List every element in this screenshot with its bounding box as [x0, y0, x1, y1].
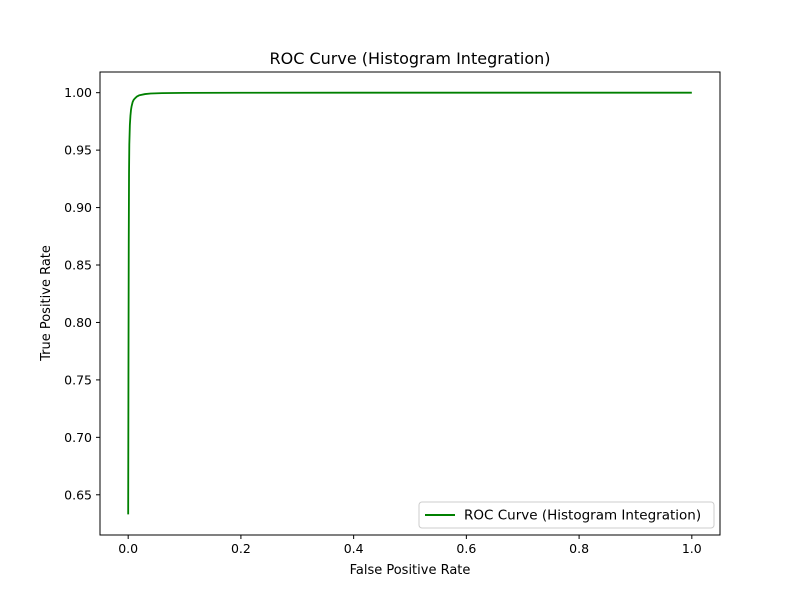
- x-tick-label: 0.2: [231, 541, 251, 556]
- x-tick-label: 0.8: [569, 541, 589, 556]
- plot-frame: [99, 71, 721, 536]
- roc-series-line: [127, 91, 692, 515]
- series-layer: [127, 91, 692, 515]
- x-axis-label: False Positive Rate: [350, 563, 471, 578]
- y-axis-label: True Positive Rate: [39, 245, 54, 362]
- legend-box: [418, 501, 715, 529]
- y-tick-label: 0.90: [64, 200, 92, 215]
- y-tick-label: 0.85: [64, 258, 92, 273]
- legend-entry-label: ROC Curve (Histogram Integration): [464, 508, 701, 524]
- y-tick-label: 0.75: [64, 372, 92, 387]
- x-tick-label: 0.4: [344, 541, 364, 556]
- x-tick-label: 1.0: [682, 541, 702, 556]
- chart-title: ROC Curve (Histogram Integration): [270, 49, 551, 68]
- y-tick-label: 0.70: [64, 430, 92, 445]
- x-tick-label: 0.0: [118, 541, 138, 556]
- y-tick-label: 0.80: [64, 315, 92, 330]
- y-axis-ticks: 0.65 0.70 0.75 0.80 0.85 0.90 0.95 1.00: [64, 85, 100, 502]
- legend: ROC Curve (Histogram Integration): [418, 501, 715, 529]
- y-tick-label: 1.00: [64, 85, 92, 100]
- y-tick-label: 0.65: [64, 487, 92, 502]
- x-tick-label: 0.6: [456, 541, 476, 556]
- y-tick-label: 0.95: [64, 143, 92, 158]
- x-axis-ticks: 0.0 0.2 0.4 0.6 0.8 1.0: [118, 535, 702, 556]
